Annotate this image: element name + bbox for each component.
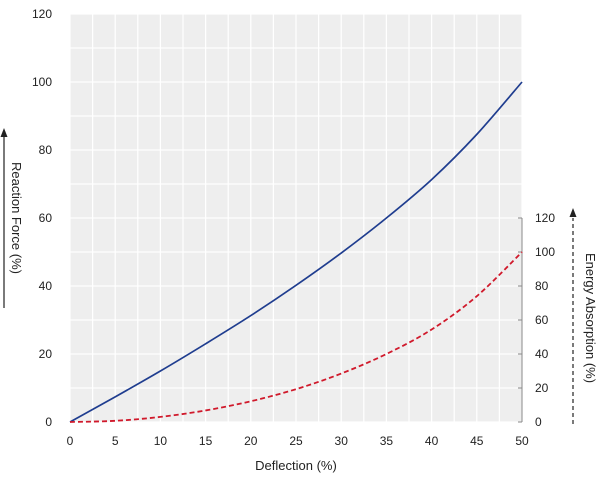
x-axis-title: Deflection (%) — [255, 458, 337, 473]
x-tick-label: 15 — [199, 434, 213, 448]
right-axis-arrow-icon — [569, 208, 577, 217]
x-tick-label: 35 — [380, 434, 394, 448]
x-tick-label: 5 — [112, 434, 119, 448]
right-y-tick-label: 80 — [535, 279, 549, 293]
horizontal-gridlines — [70, 13, 522, 423]
x-tick-label: 10 — [154, 434, 168, 448]
left-y-tick-label: 80 — [39, 143, 53, 157]
x-tick-label: 50 — [515, 434, 529, 448]
x-tick-label: 0 — [67, 434, 74, 448]
series-layer — [69, 81, 523, 423]
reaction-force-line — [69, 81, 523, 423]
right-y-tick-label: 0 — [535, 415, 542, 429]
left-axis-title: Reaction Force (%) — [9, 162, 24, 274]
x-tick-label: 40 — [425, 434, 439, 448]
right-axis-tick-labels: 0 20 40 60 80 100 120 — [518, 211, 555, 429]
right-y-tick-label: 120 — [535, 211, 555, 225]
left-y-tick-label: 40 — [39, 279, 53, 293]
x-tick-label: 20 — [244, 434, 258, 448]
left-y-tick-label: 100 — [32, 75, 52, 89]
right-axis-title: Energy Absorption (%) — [583, 253, 598, 383]
left-y-tick-label: 20 — [39, 347, 53, 361]
left-y-tick-label: 120 — [32, 7, 52, 21]
right-axis-title-group: Energy Absorption (%) — [569, 208, 598, 424]
left-y-tick-label: 0 — [45, 415, 52, 429]
energy-absorption-line — [69, 251, 523, 423]
left-axis-arrow-icon — [0, 128, 8, 137]
x-axis-tick-labels: 0 5 10 15 20 25 30 35 40 45 50 — [67, 434, 529, 448]
right-y-tick-label: 60 — [535, 313, 549, 327]
left-axis-title-group: Reaction Force (%) — [0, 128, 24, 308]
x-tick-label: 25 — [289, 434, 303, 448]
x-tick-label: 30 — [335, 434, 349, 448]
right-y-tick-label: 20 — [535, 381, 549, 395]
right-y-tick-label: 40 — [535, 347, 549, 361]
x-tick-label: 45 — [470, 434, 484, 448]
left-axis-tick-labels: 0 20 40 60 80 100 120 — [32, 7, 52, 429]
right-y-tick-label: 100 — [535, 245, 555, 259]
left-y-tick-label: 60 — [39, 211, 53, 225]
